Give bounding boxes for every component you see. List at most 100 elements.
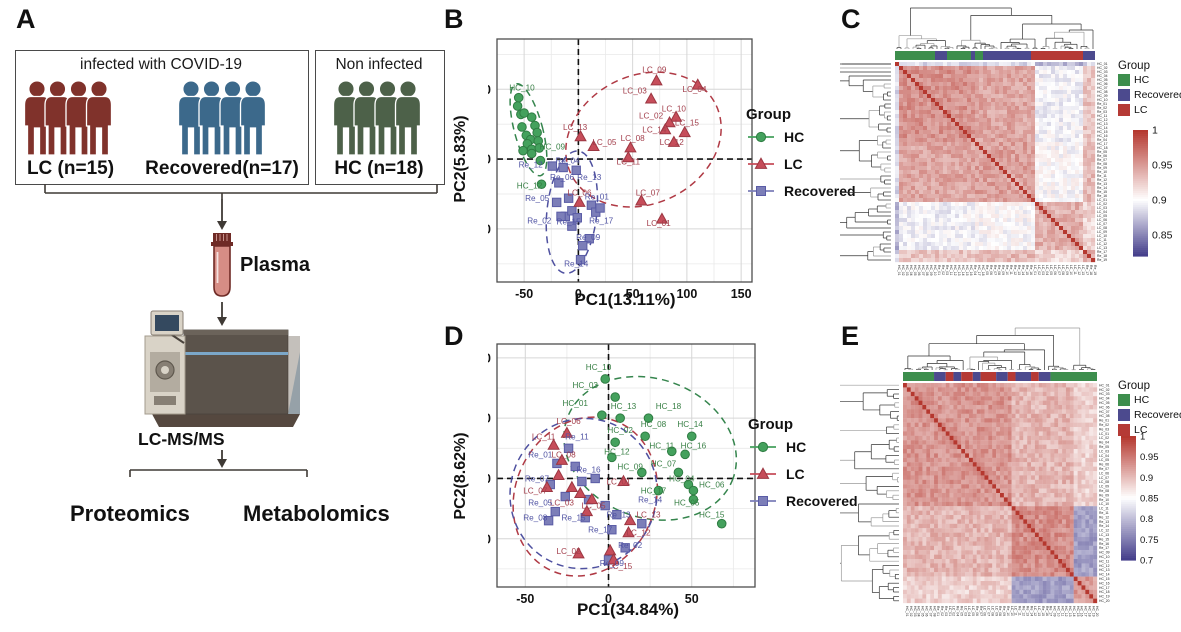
legend-label: HC <box>784 128 805 145</box>
svg-text:LC_02: LC_02 <box>1097 202 1107 206</box>
point-labels-HC: HC_10 HC_03 HC_01 HC_13 HC_18 HC_08 HC_02 HC_14… <box>562 363 724 520</box>
panel-b-legend-entries: HC LC Recovered <box>746 123 856 204</box>
panel-a-artwork <box>23 80 438 477</box>
svg-text:0.9: 0.9 <box>1152 195 1167 207</box>
panel-e-letter: E <box>841 321 860 351</box>
svg-text:Re_06: Re_06 <box>1097 154 1107 158</box>
svg-text:HC_08: HC_08 <box>925 265 929 276</box>
svg-text:HC_08: HC_08 <box>1097 90 1108 94</box>
svg-text:HC_11: HC_11 <box>949 265 953 275</box>
svg-text:LC_03: LC_03 <box>1097 206 1107 210</box>
plasma-tube-icon <box>211 233 233 297</box>
panel-d-legend-title: Group <box>748 416 793 433</box>
people-group-Recovered-icon <box>177 80 267 156</box>
svg-text:Re_06: Re_06 <box>989 265 993 275</box>
svg-text:HC_07: HC_07 <box>1097 86 1108 90</box>
noninfected-box-title: Non infected <box>335 56 423 73</box>
svg-text:Re_12: Re_12 <box>1013 265 1017 275</box>
svg-text:Re_09: Re_09 <box>576 233 601 242</box>
svg-text:HC_15: HC_15 <box>965 265 969 276</box>
svg-text:LC_10: LC_10 <box>1069 265 1073 275</box>
svg-text:LC_13: LC_13 <box>1097 246 1107 250</box>
svg-text:Re_06: Re_06 <box>550 173 575 182</box>
svg-text:HC_14: HC_14 <box>677 420 703 429</box>
panel-c-legend-title: Group <box>1118 60 1150 72</box>
svg-text:LC_09: LC_09 <box>1065 265 1069 275</box>
points-LC <box>540 426 637 565</box>
svg-text:HC_16: HC_16 <box>969 265 973 276</box>
panel-d-letter: D <box>444 321 464 351</box>
svg-text:LC_13: LC_13 <box>563 123 588 132</box>
svg-text:Re_18: Re_18 <box>1097 254 1107 258</box>
svg-text:-20: -20 <box>488 532 491 546</box>
group-legend-label: Recovered <box>1134 408 1181 421</box>
svg-text:HC_04: HC_04 <box>669 474 695 483</box>
svg-text:Re_04: Re_04 <box>555 156 580 165</box>
svg-text:HC_01: HC_01 <box>1097 62 1108 66</box>
column-dendrogram <box>896 7 1094 50</box>
svg-text:LC_04: LC_04 <box>682 85 707 94</box>
svg-text:HC_05: HC_05 <box>913 265 917 276</box>
svg-text:Re_13: Re_13 <box>606 511 631 520</box>
svg-text:LC_08: LC_08 <box>621 134 646 143</box>
svg-text:Re_09: Re_09 <box>1001 265 1005 275</box>
svg-text:HC_16: HC_16 <box>681 441 707 450</box>
group-legend-label: HC <box>1134 73 1150 86</box>
svg-text:LC_04: LC_04 <box>1097 210 1107 214</box>
svg-text:-50: -50 <box>515 287 533 300</box>
svg-text:Re_11: Re_11 <box>565 432 589 441</box>
svg-text:Re_05: Re_05 <box>985 265 989 275</box>
svg-text:0: 0 <box>488 153 491 167</box>
svg-text:Re_05: Re_05 <box>525 194 550 203</box>
svg-text:LC_02: LC_02 <box>557 547 582 556</box>
svg-text:LC_06: LC_06 <box>557 417 582 426</box>
svg-text:LC_05: LC_05 <box>592 138 617 147</box>
svg-text:HC_12: HC_12 <box>953 265 957 276</box>
svg-text:LC_05: LC_05 <box>1049 265 1053 275</box>
svg-text:LC_13: LC_13 <box>1081 265 1085 275</box>
colorbar-E: 10.950.90.850.80.750.7 <box>1121 432 1159 567</box>
legend-entry-HC: HC <box>748 433 858 460</box>
people-group-HC-icon <box>332 80 422 156</box>
svg-text:HC_13: HC_13 <box>1097 122 1108 126</box>
panel-e-colorbar: 1 0.95 0.9 0.85 0.8 0.75 0.7 <box>1121 432 1173 573</box>
svg-text:HC_10: HC_10 <box>933 265 937 276</box>
group-annotation-bar <box>895 51 1095 60</box>
svg-text:50: 50 <box>626 287 640 300</box>
pca-plot-proteomics: HC_10 HC_09 HC_12 LC_09 LC_04 LC_03 LC_10 LC_02… <box>473 28 760 301</box>
svg-text:HC_18: HC_18 <box>656 402 682 411</box>
plasma-label: Plasma <box>240 254 311 276</box>
group-legend-entry-LC: LC <box>1118 422 1180 437</box>
svg-text:HC_18: HC_18 <box>981 265 985 276</box>
group-legend-entry-LC: LC <box>1118 102 1180 117</box>
svg-text:-50: -50 <box>488 222 491 236</box>
svg-text:HC_12: HC_12 <box>1097 118 1108 122</box>
svg-text:Re_02: Re_02 <box>618 541 643 550</box>
svg-text:LC_05: LC_05 <box>1097 214 1107 218</box>
legend-label: Recovered <box>786 492 858 509</box>
svg-text:LC_05: LC_05 <box>581 502 606 511</box>
points-Recovered <box>543 443 647 565</box>
legend-label: Recovered <box>784 182 856 199</box>
svg-text:HC_10: HC_10 <box>586 363 612 372</box>
svg-text:HC_03: HC_03 <box>1097 70 1108 74</box>
svg-text:0: 0 <box>488 472 491 486</box>
svg-text:HC_04: HC_04 <box>909 265 913 276</box>
heatmap-cells <box>895 62 1096 263</box>
svg-text:HC_17: HC_17 <box>977 265 981 276</box>
svg-text:LC_08: LC_08 <box>1097 226 1107 230</box>
group-swatch-Recovered-icon <box>1118 408 1130 421</box>
points-LC <box>573 74 704 224</box>
svg-text:Re_16: Re_16 <box>1029 265 1033 275</box>
svg-text:40: 40 <box>488 351 491 365</box>
svg-text:HC_11: HC_11 <box>1097 114 1107 118</box>
legend-entry-Recovered: Recovered <box>746 177 856 204</box>
svg-text:LC_06: LC_06 <box>1053 265 1057 275</box>
pca-plot-metabolomics: HC_10 HC_03 HC_01 HC_13 HC_18 HC_08 HC_02 HC_14… <box>473 340 778 612</box>
svg-text:HC_09: HC_09 <box>1097 94 1108 98</box>
svg-text:Re_14: Re_14 <box>1021 265 1025 275</box>
panel-b-letter: B <box>444 4 464 34</box>
svg-text:LC_06: LC_06 <box>1097 218 1107 222</box>
svg-text:LC_08: LC_08 <box>552 450 577 459</box>
svg-text:HC_06: HC_06 <box>699 481 725 490</box>
